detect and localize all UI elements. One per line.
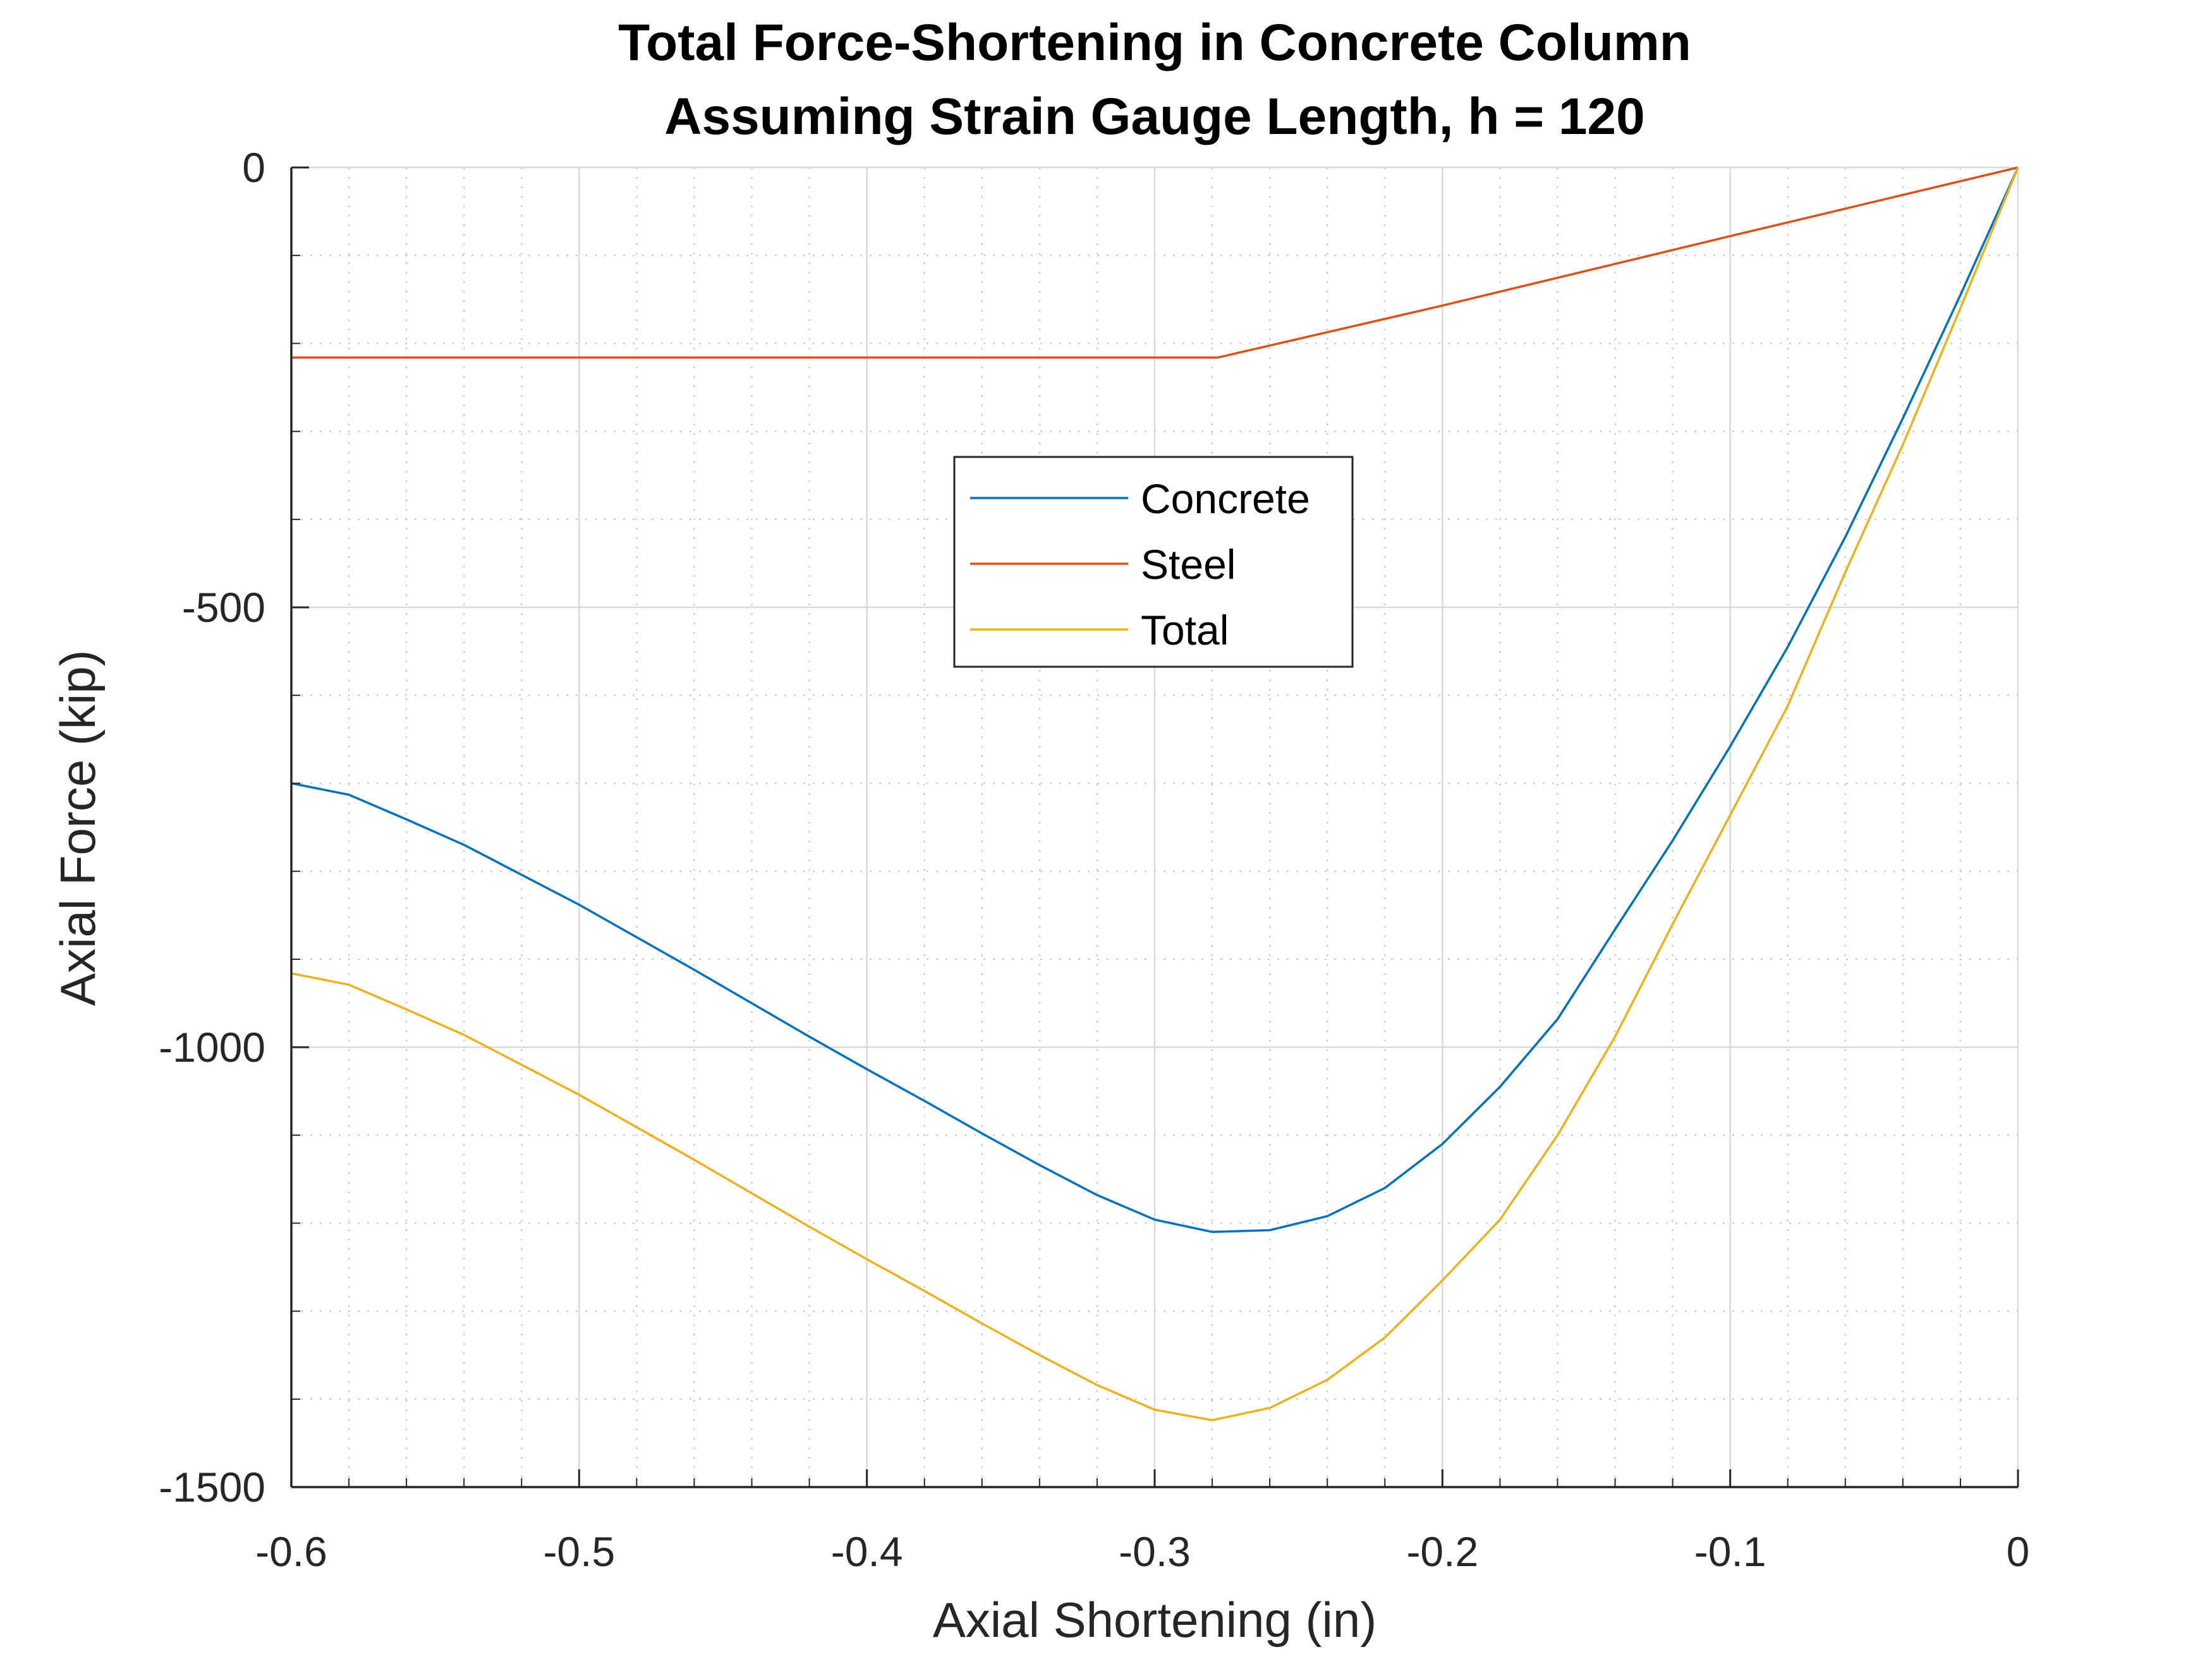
series-line-concrete — [291, 167, 2019, 1234]
y-tick-label: 0 — [242, 144, 265, 191]
legend: Concrete Steel Total — [953, 456, 1354, 668]
x-tick-label: -0.2 — [1406, 1528, 1478, 1575]
y-tick-label: -1500 — [159, 1464, 265, 1510]
chart-subtitle: Assuming Strain Gauge Length, h = 120 — [664, 88, 1644, 145]
legend-label-concrete: Concrete — [1141, 475, 1310, 522]
y-tick-label: -1000 — [159, 1024, 265, 1071]
x-tick-label: -0.6 — [255, 1528, 327, 1575]
series-lines — [291, 166, 2019, 1421]
legend-box — [953, 456, 1354, 668]
legend-label-steel: Steel — [1141, 541, 1236, 588]
chart-title: Total Force-Shortening in Concrete Colum… — [618, 14, 1691, 71]
x-tick-label: 0 — [2007, 1528, 2030, 1575]
x-tick-label: -0.1 — [1694, 1528, 1766, 1575]
x-tick-label: -0.4 — [831, 1528, 903, 1575]
y-axis-label: Axial Force (kip) — [50, 650, 106, 1006]
axes — [290, 166, 2019, 1488]
x-tick-label: -0.5 — [543, 1528, 615, 1575]
legend-label-total: Total — [1141, 607, 1229, 653]
tick-labels: -0.6 -0.5 -0.4 -0.3 -0.2 -0.1 0 0 -500 -1000 -1500 — [159, 144, 2029, 1575]
series-line-total — [291, 167, 2019, 1421]
x-tick-label: -0.3 — [1119, 1528, 1191, 1575]
y-tick-label: -500 — [182, 584, 265, 631]
series-line-steel — [291, 166, 2019, 359]
x-axis-label: Axial Shortening (in) — [933, 1592, 1376, 1648]
